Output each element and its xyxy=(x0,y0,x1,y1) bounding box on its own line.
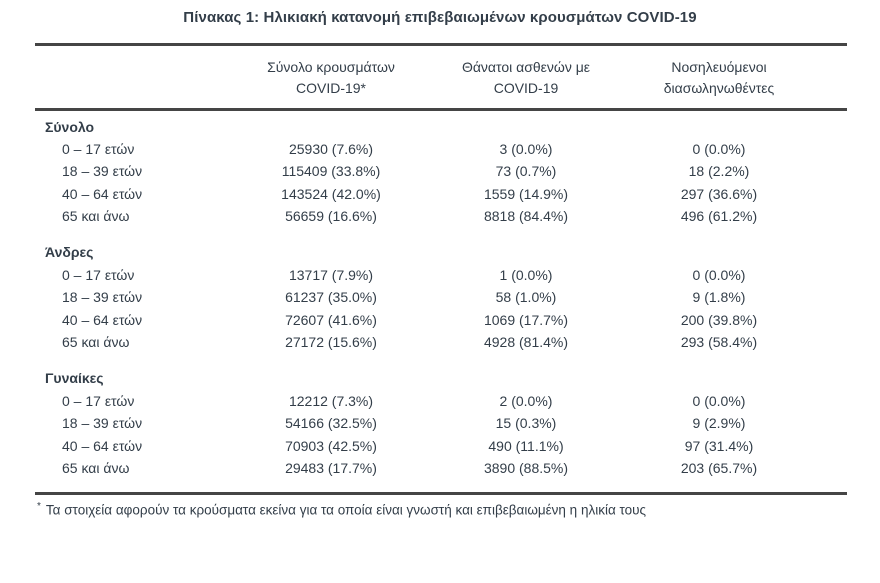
table-header-rule xyxy=(35,108,847,111)
cases-cell: 29483 (17.7%) xyxy=(285,459,377,476)
intubated-cell: 496 (61.2%) xyxy=(680,208,758,225)
table-bottom-spacer xyxy=(35,479,847,492)
cases-cell: 72607 (41.6%) xyxy=(285,311,377,328)
column-header-intubated-line1: Νοσηλευόμενοι xyxy=(671,59,767,75)
table-row: 65 και άνω 29483 (17.7%) 3890 (88.5%) 20… xyxy=(35,457,847,479)
section-women: Γυναίκες 0 – 17 ετών 12212 (7.3%) 2 (0.0… xyxy=(35,367,847,479)
cases-cell: 27172 (15.6%) xyxy=(285,334,377,351)
age-group-label: 40 – 64 ετών xyxy=(62,437,143,454)
cases-cell: 54166 (32.5%) xyxy=(285,415,377,432)
age-group-label: 65 και άνω xyxy=(62,334,130,351)
table-row: 40 – 64 ετών 72607 (41.6%) 1069 (17.7%) … xyxy=(35,309,847,331)
intubated-cell: 9 (2.9%) xyxy=(692,415,746,432)
intubated-cell: 9 (1.8%) xyxy=(692,289,746,306)
column-header-deaths: Θάνατοι ασθενών με COVID-19 xyxy=(427,57,625,99)
intubated-cell: 97 (31.4%) xyxy=(684,437,754,454)
intubated-cell: 297 (36.6%) xyxy=(680,185,758,202)
table-row: 18 – 39 ετών 54166 (32.5%) 15 (0.3%) 9 (… xyxy=(35,412,847,434)
intubated-cell: 0 (0.0%) xyxy=(692,392,746,409)
section-men: Άνδρες 0 – 17 ετών 13717 (7.9%) 1 (0.0%)… xyxy=(35,241,847,353)
intubated-cell: 0 (0.0%) xyxy=(692,266,746,283)
table-row: 40 – 64 ετών 70903 (42.5%) 490 (11.1%) 9… xyxy=(35,435,847,457)
table-bottom-rule xyxy=(35,492,847,496)
column-header-intubated: Νοσηλευόμενοι διασωληνωθέντες xyxy=(625,57,847,99)
deaths-cell: 1 (0.0%) xyxy=(499,266,553,283)
table-row: 0 – 17 ετών 12212 (7.3%) 2 (0.0%) 0 (0.0… xyxy=(35,390,847,412)
cases-cell: 13717 (7.9%) xyxy=(288,266,374,283)
age-group-label: 0 – 17 ετών xyxy=(62,392,135,409)
section-label: Σύνολο xyxy=(45,118,95,135)
deaths-cell: 3 (0.0%) xyxy=(499,140,553,157)
column-header-intubated-line2: διασωληνωθέντες xyxy=(663,80,775,96)
age-group-label: 65 και άνω xyxy=(62,208,130,225)
deaths-cell: 1069 (17.7%) xyxy=(483,311,569,328)
intubated-cell: 18 (2.2%) xyxy=(688,163,750,180)
table-row: 40 – 64 ετών 143524 (42.0%) 1559 (14.9%)… xyxy=(35,183,847,205)
table-footnote: * Τα στοιχεία αφορούν τα κρούσματα εκείνα… xyxy=(37,498,847,520)
footnote-asterisk: * xyxy=(37,501,41,513)
table-row: 65 και άνω 27172 (15.6%) 4928 (81.4%) 29… xyxy=(35,331,847,353)
deaths-cell: 73 (0.7%) xyxy=(495,163,557,180)
age-group-label: 18 – 39 ετών xyxy=(62,289,143,306)
cases-cell: 61237 (35.0%) xyxy=(285,289,377,306)
intubated-cell: 203 (65.7%) xyxy=(680,459,758,476)
footnote-text: Τα στοιχεία αφορούν τα κρούσματα εκείνα … xyxy=(45,502,647,518)
age-group-label: 0 – 17 ετών xyxy=(62,140,135,157)
table-row: 0 – 17 ετών 13717 (7.9%) 1 (0.0%) 0 (0.0… xyxy=(35,264,847,286)
section-total: Σύνολο 0 – 17 ετών 25930 (7.6%) 3 (0.0%)… xyxy=(35,116,847,228)
age-group-label: 40 – 64 ετών xyxy=(62,185,143,202)
age-group-label: 18 – 39 ετών xyxy=(62,415,143,432)
table-title: Πίνακας 1: Ηλικιακή κατανομή επιβεβαιωμέ… xyxy=(183,9,697,26)
table-header-row: Σύνολο κρουσμάτων COVID-19* Θάνατοι ασθε… xyxy=(35,46,847,108)
age-group-label: 65 και άνω xyxy=(62,459,130,476)
section-label: Γυναίκες xyxy=(45,370,104,387)
column-header-deaths-line2: COVID-19 xyxy=(493,80,559,96)
age-group-label: 0 – 17 ετών xyxy=(62,266,135,283)
intubated-cell: 200 (39.8%) xyxy=(680,311,758,328)
column-header-cases-line1: Σύνολο κρουσμάτων xyxy=(267,59,395,75)
table-row: 18 – 39 ετών 115409 (33.8%) 73 (0.7%) 18… xyxy=(35,160,847,182)
deaths-cell: 4928 (81.4%) xyxy=(483,334,569,351)
table-row: 0 – 17 ετών 25930 (7.6%) 3 (0.0%) 0 (0.0… xyxy=(35,138,847,160)
deaths-cell: 8818 (84.4%) xyxy=(483,208,569,225)
cases-cell: 25930 (7.6%) xyxy=(288,140,374,157)
cases-cell: 143524 (42.0%) xyxy=(281,185,381,202)
deaths-cell: 15 (0.3%) xyxy=(495,415,557,432)
cases-cell: 12212 (7.3%) xyxy=(288,392,374,409)
intubated-cell: 293 (58.4%) xyxy=(680,334,758,351)
column-header-deaths-line1: Θάνατοι ασθενών με xyxy=(461,59,591,75)
table-top-rule xyxy=(35,43,847,46)
column-header-cases: Σύνολο κρουσμάτων COVID-19* xyxy=(235,57,427,99)
column-header-cases-line2: COVID-19* xyxy=(295,80,367,96)
table-row: 65 και άνω 56659 (16.6%) 8818 (84.4%) 49… xyxy=(35,205,847,227)
deaths-cell: 3890 (88.5%) xyxy=(483,459,569,476)
cases-cell: 70903 (42.5%) xyxy=(285,437,377,454)
intubated-cell: 0 (0.0%) xyxy=(692,140,746,157)
age-group-label: 18 – 39 ετών xyxy=(62,163,143,180)
deaths-cell: 58 (1.0%) xyxy=(495,289,557,306)
cases-cell: 115409 (33.8%) xyxy=(281,163,381,180)
table-row: 18 – 39 ετών 61237 (35.0%) 58 (1.0%) 9 (… xyxy=(35,286,847,308)
age-group-label: 40 – 64 ετών xyxy=(62,311,143,328)
deaths-cell: 1559 (14.9%) xyxy=(483,185,569,202)
covid-age-distribution-table: Σύνολο κρουσμάτων COVID-19* Θάνατοι ασθε… xyxy=(35,43,847,496)
deaths-cell: 2 (0.0%) xyxy=(499,392,553,409)
cases-cell: 56659 (16.6%) xyxy=(285,208,377,225)
section-label: Άνδρες xyxy=(45,244,94,261)
deaths-cell: 490 (11.1%) xyxy=(488,437,564,454)
